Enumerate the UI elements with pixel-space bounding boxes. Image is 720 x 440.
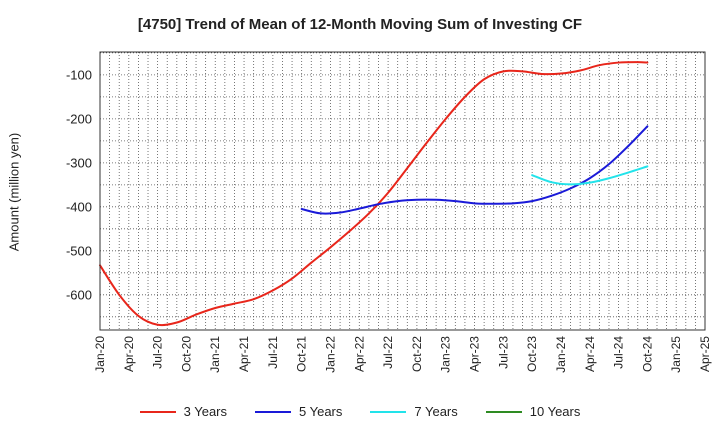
x-tick-label: Jan-24 xyxy=(554,336,568,373)
x-tick-label: Jan-23 xyxy=(439,336,453,373)
legend-swatch-7-years xyxy=(370,410,407,413)
x-tick-label: Jan-22 xyxy=(323,336,337,373)
x-tick-label: Oct-20 xyxy=(179,336,193,372)
x-tick-label: Apr-21 xyxy=(237,336,251,372)
x-tick-label: Apr-20 xyxy=(122,336,136,372)
x-tick-label: Jul-20 xyxy=(151,336,165,369)
legend-swatch-3-years xyxy=(139,410,176,413)
chart-title: [4750] Trend of Mean of 12-Month Moving … xyxy=(137,16,583,33)
x-tick-label: Oct-22 xyxy=(410,336,424,372)
x-tick-label: Jul-22 xyxy=(381,336,395,369)
x-tick-label: Oct-23 xyxy=(525,336,539,372)
x-tick-label: Jul-21 xyxy=(266,336,280,369)
y-tick-labels: -100 -200 -300 -400 -500 -600 xyxy=(66,67,92,302)
y-tick-label: -600 xyxy=(66,287,92,302)
legend-swatch-10-years xyxy=(485,410,522,413)
legend-swatch-5-years xyxy=(255,410,291,413)
legend-item-5-years: 5 Years xyxy=(255,404,342,419)
x-tick-label: Apr-25 xyxy=(698,336,712,372)
y-tick-label: -300 xyxy=(66,155,92,170)
x-tick-label: Jan-20 xyxy=(93,336,107,373)
legend: 3 Years 5 Years 7 Years 10 Years xyxy=(0,404,720,419)
x-tick-label: Jan-25 xyxy=(669,336,683,373)
x-tick-label: Oct-21 xyxy=(295,336,309,372)
x-tick-label: Jul-24 xyxy=(612,336,626,369)
x-tick-label: Apr-22 xyxy=(352,336,366,372)
series-lines xyxy=(99,61,649,327)
x-tick-label: Apr-24 xyxy=(583,336,597,372)
legend-label: 3 Years xyxy=(183,404,227,419)
x-tick-labels: Jan-20 Apr-20 Jul-20 Oct-20 Jan-21 Apr-21 Jul-… xyxy=(93,336,712,373)
legend-label: 10 Years xyxy=(529,404,581,419)
x-tick-label: Oct-24 xyxy=(640,336,654,372)
x-tick-label: Jan-21 xyxy=(208,336,222,373)
legend-label: 5 Years xyxy=(299,404,343,419)
y-tick-label: -100 xyxy=(66,67,92,82)
legend-item-10-years: 10 Years xyxy=(485,404,581,419)
series-line-3-years xyxy=(99,61,649,327)
legend-item-7-years: 7 Years xyxy=(370,404,458,419)
x-tick-label: Apr-23 xyxy=(468,336,482,372)
y-tick-label: -500 xyxy=(66,243,92,258)
x-tick-label: Jul-23 xyxy=(496,336,510,369)
y-tick-label: -400 xyxy=(66,199,92,214)
y-tick-label: -200 xyxy=(66,111,92,126)
plot-frame xyxy=(99,51,706,331)
series-line-5-years xyxy=(300,125,649,215)
series-line-7-years xyxy=(531,165,649,186)
legend-item-3-years: 3 Years xyxy=(139,404,227,419)
legend-label: 7 Years xyxy=(414,404,458,419)
grid xyxy=(100,52,705,330)
